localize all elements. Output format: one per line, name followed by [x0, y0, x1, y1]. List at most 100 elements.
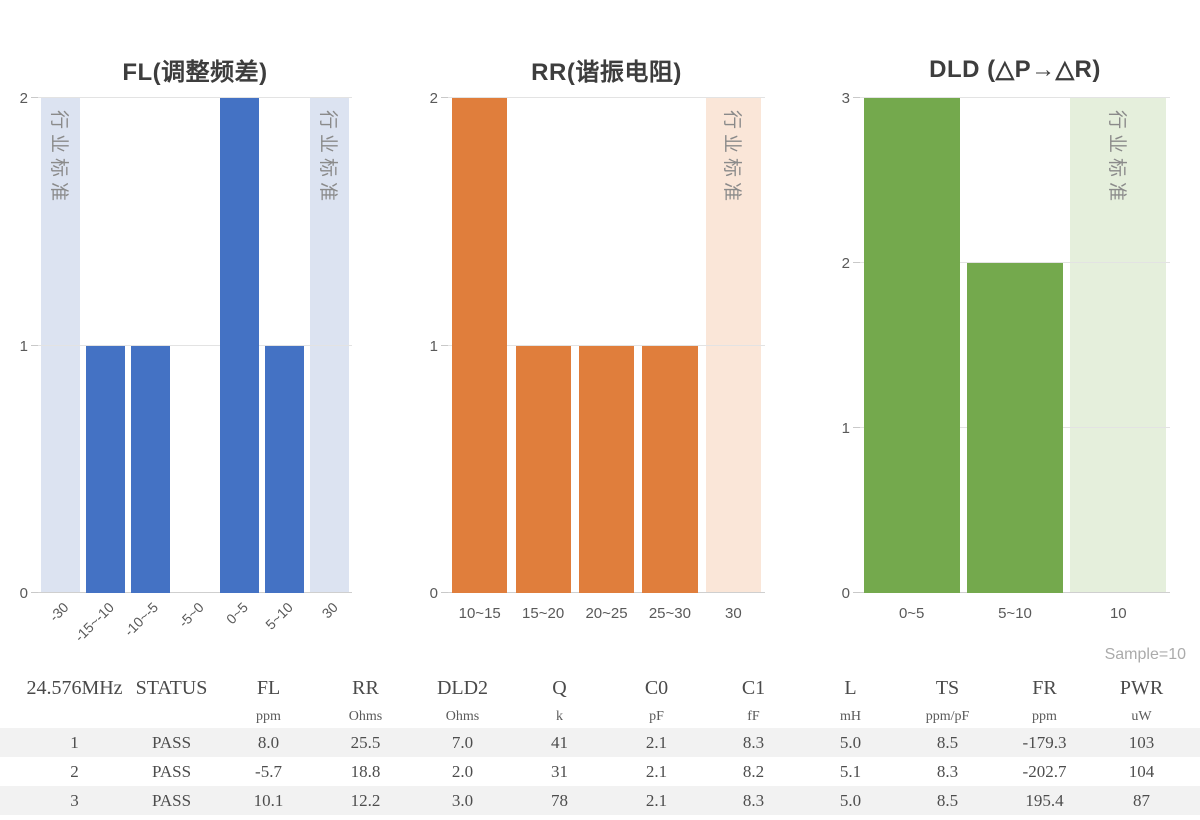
table-header-cell: STATUS: [135, 676, 208, 699]
table-cell: 5.0: [839, 732, 862, 752]
table-row: 3 PASS 10.1 12.2 3.0 78 2.1 8.3 5.0 8.5 195.4 87: [0, 786, 1200, 815]
bar: [966, 263, 1064, 593]
x-axis-category-text: 5~10: [998, 605, 1032, 622]
y-axis-tick-label: 0: [841, 585, 850, 602]
table-cell: 8.0: [257, 732, 280, 752]
chart-rr-x-axis: 10~15 15~20 20~25 25~30 30: [448, 593, 765, 651]
x-axis-category-text: 20~25: [585, 605, 628, 622]
x-axis-category-text: 15~20: [522, 605, 565, 622]
bar-column: [963, 98, 1066, 593]
table-cell: 104: [1128, 761, 1155, 781]
y-axis-tick-label: 3: [841, 90, 850, 107]
table-unit-cell: fF: [747, 709, 760, 724]
x-axis-category-label: 10: [1067, 593, 1170, 651]
table-header-cell: FL: [256, 676, 281, 699]
table-body: 1 PASS 8.0 25.5 7.0 41 2.1 8.3 5.0 8.5 -179.3 103 2 P…: [0, 728, 1200, 815]
x-axis-category-text: 0~5: [898, 605, 925, 622]
x-axis-category-label: 20~25: [575, 593, 638, 651]
x-axis-category-text: -10~-5: [121, 599, 162, 640]
table-cell: 2.1: [645, 790, 668, 810]
bar: [515, 345, 571, 593]
table-cell: 3: [70, 790, 79, 810]
table-unit-cell: uW: [1131, 709, 1152, 724]
table-header-cell: C0: [644, 676, 669, 699]
y-axis-tick: [31, 592, 38, 593]
x-axis-category-label: 0~5: [860, 593, 963, 651]
bar-column: 行业标准: [38, 98, 83, 593]
table-cell: 8.3: [936, 761, 959, 781]
y-axis-tick-label: 0: [19, 585, 28, 602]
gridline: [38, 592, 352, 593]
table-header-cell: Q: [552, 676, 567, 699]
y-axis-tick: [853, 262, 860, 263]
table-row-grid: 1 PASS 8.0 25.5 7.0 41 2.1 8.3 5.0 8.5 -179.3 103: [0, 728, 1200, 757]
y-axis-tick: [441, 97, 448, 98]
table-row-grid: 3 PASS 10.1 12.2 3.0 78 2.1 8.3 5.0 8.5 195.4 87: [0, 786, 1200, 815]
table-cell: -179.3: [1022, 732, 1067, 752]
x-axis-category-text: 10: [1109, 605, 1127, 622]
chart-rr: RR(谐振电阻) 0 1 2 行业标准 10~15 15~20 20~25 25~30 30: [430, 40, 765, 651]
table-units-row: ppm Ohms Ohms k pF fF mH ppm/pF ppm uW: [0, 706, 1200, 728]
gridline: [860, 262, 1170, 263]
bar-column: [511, 98, 574, 593]
bar-columns: 行业标准: [448, 98, 765, 593]
x-axis-category-text: 30: [318, 599, 341, 622]
x-axis-category-label: 30: [702, 593, 765, 651]
table-cell: 5.0: [839, 790, 862, 810]
bar: [85, 345, 125, 593]
table-cell: 2: [70, 761, 79, 781]
chart-dld-plot: 0 1 2 3 行业标准: [842, 90, 1170, 602]
table-row: 1 PASS 8.0 25.5 7.0 41 2.1 8.3 5.0 8.5 -179.3 103: [0, 728, 1200, 757]
chart-dld-title: DLD (△P→△R): [929, 55, 1101, 83]
gridline: [38, 344, 352, 346]
table-cell: 8.5: [936, 732, 959, 752]
table-row: 2 PASS -5.7 18.8 2.0 31 2.1 8.2 5.1 8.3 -202.7 104: [0, 757, 1200, 786]
industry-standard-band: 行业标准: [705, 98, 761, 593]
bar-column: [638, 98, 701, 593]
y-axis-tick: [853, 592, 860, 593]
table-cell: 2.1: [645, 761, 668, 781]
table-cell: 8.3: [742, 732, 765, 752]
table-cell: 78: [551, 790, 568, 810]
gridline: [860, 97, 1170, 98]
table-cell: 8.3: [742, 790, 765, 810]
y-axis-tick: [31, 344, 38, 346]
table-unit-cell: mH: [840, 709, 861, 724]
table-cell: PASS: [151, 761, 192, 781]
gridline: [38, 97, 352, 98]
table-unit-cell: Ohms: [445, 709, 480, 724]
table-header-cell: TS: [935, 676, 960, 699]
x-axis-category-text: -5~0: [174, 599, 207, 631]
y-axis-tick: [441, 344, 448, 346]
y-axis-tick-label: 1: [841, 420, 850, 438]
bar: [130, 345, 170, 593]
y-axis-tick: [853, 97, 860, 98]
y-axis-tick: [441, 592, 448, 593]
table-header-row: 24.576MHz STATUS FL RR DLD2 Q C0 C1 L TS FR PWR: [0, 670, 1200, 706]
bar: [220, 98, 260, 593]
table-header-cell: RR: [352, 676, 379, 699]
bar-column: [217, 98, 262, 593]
y-axis-tick: [31, 97, 38, 98]
table-unit-cell: k: [556, 709, 563, 724]
table-cell: 1: [70, 732, 79, 752]
industry-standard-band: 行业标准: [1070, 98, 1167, 593]
table-unit-cell: ppm: [1032, 709, 1057, 724]
table-unit-cell: ppm: [256, 709, 281, 724]
bar-column: [262, 98, 307, 593]
table-header-cell: 24.576MHz: [26, 676, 123, 699]
table-header-cell: FR: [1032, 676, 1057, 699]
table-cell: 195.4: [1025, 790, 1064, 810]
table-cell: 87: [1133, 790, 1150, 810]
table-cell: 2.1: [645, 732, 668, 752]
x-axis-category-label: 15~20: [511, 593, 574, 651]
bar-column: [83, 98, 128, 593]
industry-standard-band: 行业标准: [40, 98, 80, 593]
table-header-cell: PWR: [1119, 676, 1164, 699]
bar-column: [860, 98, 963, 593]
bar: [642, 345, 698, 593]
measurement-table-section: Sample=10 24.576MHz STATUS FL RR DLD2 Q C0 C1 L T…: [0, 640, 1200, 815]
y-axis-tick-label: 1: [19, 337, 28, 355]
table-cell: 2.0: [451, 761, 474, 781]
bar-column: 行业标准: [702, 98, 765, 593]
